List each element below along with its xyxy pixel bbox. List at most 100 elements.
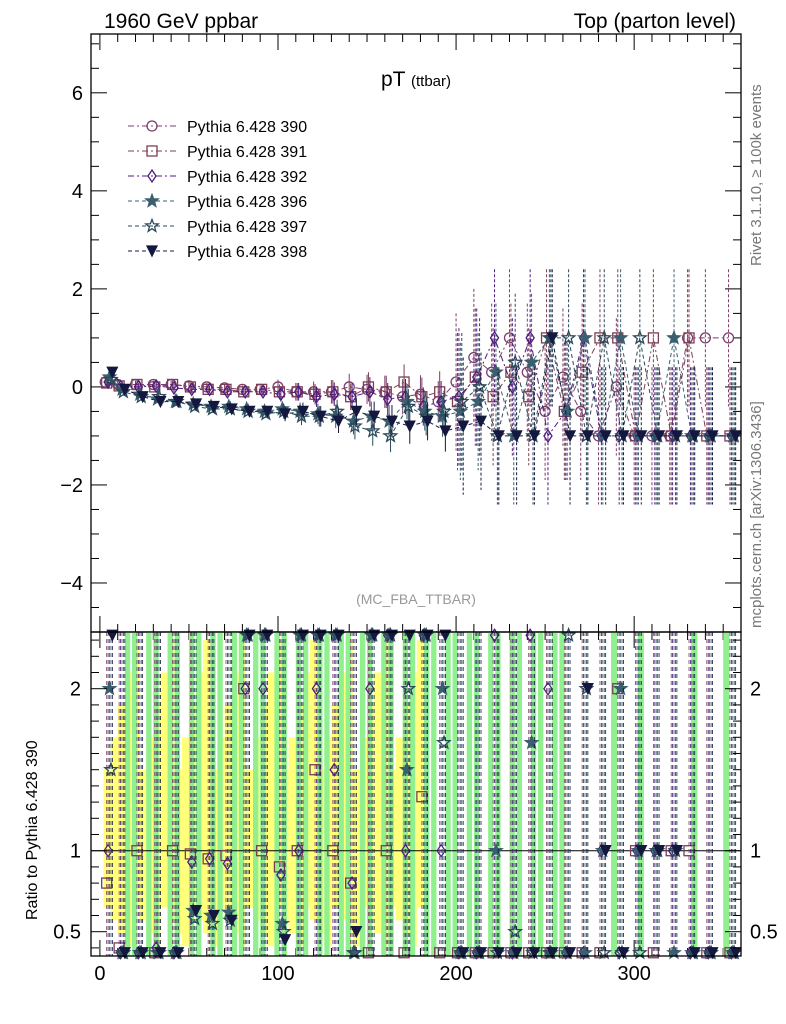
y-tick-label: 0: [72, 377, 83, 399]
data-point: [525, 330, 535, 346]
ratio-point: [647, 947, 660, 959]
ratio-point: [118, 947, 131, 960]
ratio-point: [670, 845, 683, 858]
ratio-series-5: [103, 626, 743, 960]
ratio-point: [488, 842, 504, 858]
data-point: [539, 405, 551, 418]
x-tick-label: 300: [617, 963, 650, 985]
data-point: [581, 430, 594, 443]
ratio-band-green: [302, 632, 309, 956]
ratio-point: [350, 926, 363, 939]
series-5: [103, 269, 743, 505]
data-point: [296, 405, 309, 418]
data-point: [118, 383, 131, 396]
ratio-point: [398, 947, 410, 959]
ratio-band-yellow: [331, 704, 339, 908]
ratio-band-yellow: [310, 640, 318, 921]
data-point: [503, 332, 516, 344]
ratio-series-6: [106, 629, 742, 960]
ratio-band-green: [637, 632, 644, 956]
ratio-band-green: [274, 632, 280, 956]
ratio-point: [523, 734, 540, 750]
ratio-band-green: [488, 632, 494, 956]
ratio-point: [240, 681, 251, 696]
series-line: [106, 335, 730, 437]
ratio-point: [434, 947, 446, 959]
ratio-band-yellow: [224, 704, 232, 921]
data-point: [220, 383, 232, 396]
data-point: [362, 381, 375, 393]
ratio-band-green: [231, 632, 238, 956]
data-point: [147, 378, 159, 391]
data-point: [309, 388, 321, 400]
data-point: [350, 405, 363, 418]
ratio-point: [362, 947, 375, 959]
data-point: [487, 391, 499, 403]
ratio-y-axis-label: Ratio to Pythia 6.428 390: [24, 740, 41, 920]
ratio-point: [436, 734, 452, 750]
ratio-point: [207, 909, 220, 922]
ratio-point: [612, 680, 629, 696]
ratio-band-green: [445, 632, 451, 956]
data-point: [468, 351, 480, 364]
legend-marker: [146, 145, 158, 157]
ratio-plot-frame: [90, 631, 742, 957]
ratio-point: [599, 845, 612, 858]
data-point: [617, 430, 630, 443]
ratio-point: [653, 845, 666, 858]
data-point: [631, 329, 648, 345]
ratio-band-green: [611, 632, 618, 956]
data-point: [115, 383, 132, 399]
data-point: [543, 428, 553, 444]
data-point: [596, 329, 613, 345]
data-point: [172, 395, 185, 409]
ratio-point: [154, 947, 167, 960]
data-point: [329, 387, 340, 402]
ratio-point: [706, 947, 719, 960]
data-point: [436, 403, 452, 419]
ratio-band-green: [324, 632, 330, 956]
ratio-point: [222, 856, 233, 871]
data-point: [666, 329, 682, 345]
x-tick-label: 0: [94, 963, 105, 985]
ratio-point: [309, 764, 321, 776]
legend-marker: [147, 168, 157, 184]
ratio-point: [436, 843, 446, 858]
ratio-point: [186, 910, 203, 926]
ratio-band-green: [359, 632, 366, 956]
ratio-point: [103, 761, 119, 777]
rivet-version-label: Rivet 3.1.10, ≥ 100k events: [748, 84, 765, 266]
ratio-band-green: [174, 632, 181, 956]
ratio-band-yellow: [416, 640, 425, 908]
ratio-band-yellow: [117, 704, 125, 934]
energy-label: 1960 GeV ppbar: [104, 10, 258, 33]
ratio-point: [683, 845, 695, 857]
legend-entry: Pythia 6.428 396: [128, 192, 307, 211]
data-point: [450, 376, 462, 388]
ratio-y-tick-label: 0.5: [53, 922, 81, 944]
ratio-band-green: [124, 632, 131, 956]
data-point: [190, 398, 203, 411]
ratio-band-yellow: [203, 640, 211, 934]
ratio-band-green: [552, 632, 558, 956]
ratio-point: [255, 845, 268, 857]
ratio-band-green: [381, 632, 387, 956]
data-point: [439, 425, 452, 438]
data-point: [258, 384, 268, 399]
data-point: [610, 381, 622, 393]
ratio-y-tick-label: 2: [70, 679, 81, 701]
ratio-point: [243, 629, 256, 642]
ratio-band-green: [167, 632, 173, 956]
legend-label: Pythia 6.428 392: [187, 169, 307, 186]
ratio-band-green: [495, 632, 501, 956]
y-tick-label: −2: [60, 475, 83, 497]
ratio-y-tick-label-right: 0.5: [750, 922, 778, 944]
ratio-point: [172, 947, 185, 960]
ratio-point: [261, 629, 274, 642]
ratio-point: [296, 629, 309, 642]
ratio-point: [492, 947, 505, 960]
ratio-band-green: [388, 632, 394, 956]
ratio-point: [166, 845, 179, 857]
legend-marker: [144, 217, 160, 233]
data-point: [492, 430, 505, 443]
